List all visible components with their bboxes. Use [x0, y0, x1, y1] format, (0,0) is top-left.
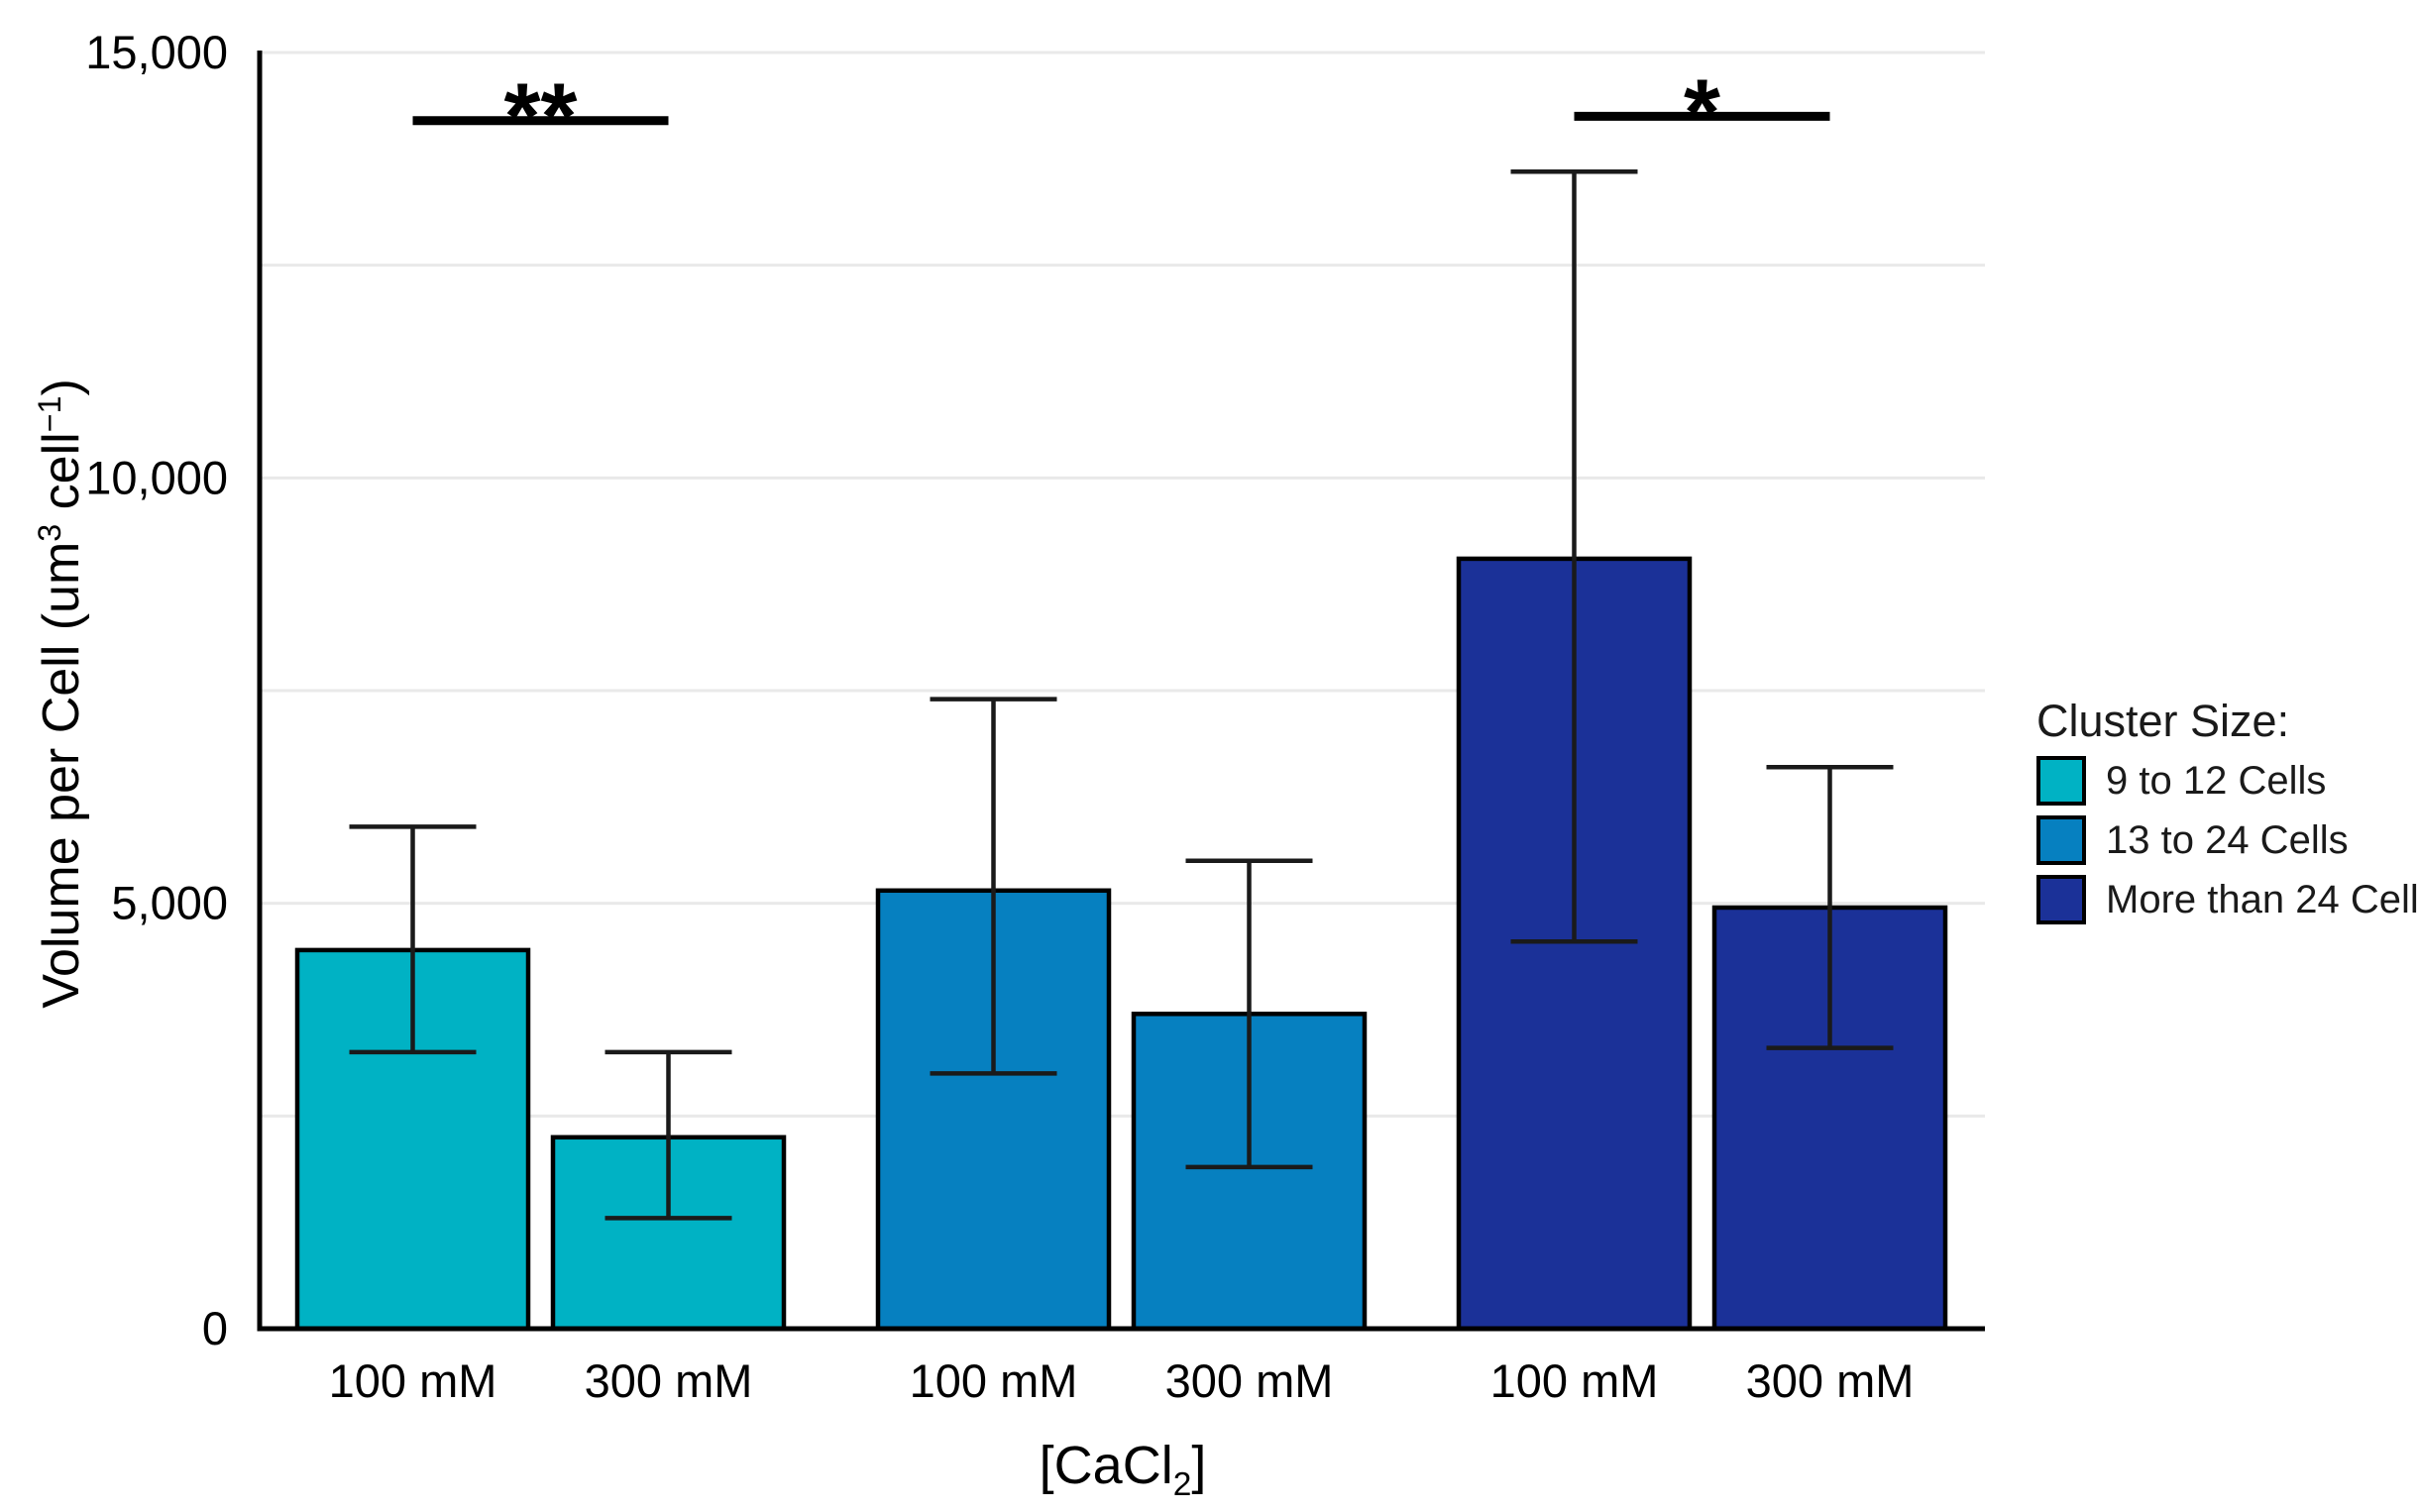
legend-label-0: 9 to 12 Cells	[2106, 758, 2327, 803]
significance-stars: *	[1684, 59, 1720, 164]
y-axis-title-mid: cell	[33, 432, 91, 524]
y-tick-label: 10,000	[85, 451, 228, 503]
x-tick-label: 100 mM	[910, 1354, 1078, 1407]
legend-rows: 9 to 12 Cells 13 to 24 Cells More than 24 …	[2036, 756, 2418, 924]
x-axis-title-post: ]	[1191, 1436, 1207, 1496]
legend-item-0: 9 to 12 Cells	[2036, 756, 2413, 806]
y-axis-title-text: Volume per Cell (um	[33, 541, 91, 1009]
y-tick-label: 0	[202, 1302, 228, 1354]
legend-label-2: More than 24 Cells	[2106, 877, 2418, 921]
x-axis-title: [CaCl2]	[1040, 1435, 1207, 1504]
x-tick-label: 100 mM	[1490, 1354, 1659, 1407]
legend-item-2: More than 24 Cells	[2036, 875, 2418, 924]
y-tick-label: 15,000	[85, 26, 228, 78]
x-axis-title-text: [CaCl	[1039, 1436, 1173, 1496]
legend-title: Cluster Size:	[2036, 696, 2290, 746]
y-axis-title-sup3: 3	[31, 523, 67, 542]
legend-swatch-1	[2036, 815, 2086, 865]
y-axis-title: Volume per Cell (um3 cell−1)	[32, 378, 91, 1009]
legend-swatch-0	[2036, 756, 2086, 806]
x-axis-title-sub2: 2	[1172, 1465, 1192, 1503]
x-tick-label: 100 mM	[329, 1354, 497, 1407]
legend-swatch-2	[2036, 875, 2086, 924]
x-tick-label: 300 mM	[1746, 1354, 1915, 1407]
y-axis-title-sup-minus1: −1	[31, 395, 67, 433]
legend-label-1: 13 to 24 Cells	[2106, 817, 2349, 862]
y-tick-label: 5,000	[111, 877, 228, 929]
x-tick-label: 300 mM	[585, 1354, 753, 1407]
y-axis-title-post: )	[33, 378, 91, 396]
legend-item-1: 13 to 24 Cells	[2036, 815, 2413, 865]
significance-stars: **	[504, 64, 578, 169]
legend: Cluster Size: 9 to 12 Cells 13 to 24 Cell…	[2036, 696, 2418, 934]
x-tick-label: 300 mM	[1165, 1354, 1334, 1407]
